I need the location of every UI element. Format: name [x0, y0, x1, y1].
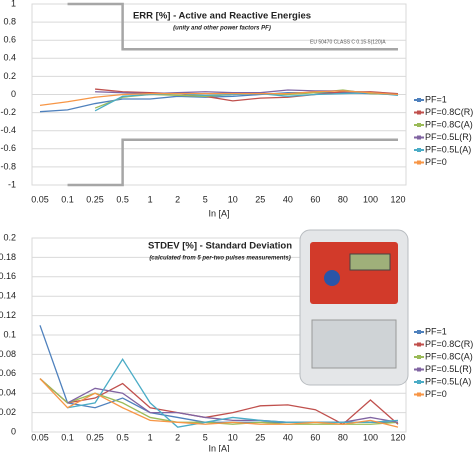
- x-tick-label: 60: [310, 432, 320, 442]
- x-tick-label: 0.25: [86, 194, 104, 204]
- y-tick-label: -0.8: [0, 161, 16, 171]
- x-tick-label: 60: [310, 194, 320, 204]
- y-tick-label: 0.12: [0, 310, 16, 320]
- x-tick-label: 10: [228, 194, 238, 204]
- y-tick-label: 0.16: [0, 271, 16, 281]
- legend-label: PF=1: [425, 94, 447, 104]
- legend-marker: [417, 355, 421, 359]
- x-tick-label: 40: [283, 194, 293, 204]
- legend-label: PF=0.8C(A): [425, 119, 473, 129]
- y-tick-label: -0.6: [0, 143, 16, 153]
- y-tick-label: -0.2: [0, 107, 16, 117]
- legend-marker: [417, 135, 421, 140]
- x-tick-label: 2: [175, 194, 180, 204]
- y-tick-label: 0.14: [0, 291, 16, 301]
- chart-subtitle: (calculated from 5 per-two pulses measur…: [149, 256, 290, 262]
- y-tick-label: -1: [8, 179, 16, 189]
- x-tick-label: 25: [255, 432, 265, 442]
- limit-line: [67, 2, 398, 51]
- y-tick-label: 1: [11, 0, 16, 8]
- chart-subtitle: (unity and other power factors PF): [173, 26, 271, 32]
- x-tick-label: 80: [338, 194, 348, 204]
- legend-marker: [417, 392, 421, 397]
- legend-marker: [417, 98, 421, 102]
- x-tick-label: 0.1: [61, 194, 74, 204]
- x-tick-label: 5: [203, 432, 208, 442]
- y-tick-label: 0.1: [3, 329, 16, 339]
- annotation: EU 50470 CLASS C 0.15-5(120)A: [310, 39, 386, 45]
- x-tick-label: 100: [363, 432, 378, 442]
- meter-board: [310, 242, 398, 304]
- legend-label: PF=1: [425, 326, 447, 336]
- meter-photo: [299, 229, 409, 386]
- x-tick-label: 100: [363, 194, 378, 204]
- x-tick-label: 0.05: [31, 432, 49, 442]
- y-tick-label: 0.2: [3, 71, 16, 81]
- series-line: [39, 378, 399, 428]
- meter-button: [324, 270, 340, 286]
- legend-label: PF=0.8C(A): [425, 351, 473, 361]
- x-tick-label: 2: [175, 432, 180, 442]
- y-tick-label: 0.04: [0, 388, 16, 398]
- x-tick-label: 120: [390, 194, 405, 204]
- series-line: [67, 358, 399, 428]
- x-tick-label: 120: [390, 432, 405, 442]
- limit-line: [67, 138, 398, 187]
- x-tick-label: 0.5: [116, 194, 129, 204]
- legend-marker: [417, 123, 421, 127]
- legend-label: PF=0.8C(R): [425, 107, 473, 117]
- x-tick-label: 0.25: [86, 432, 104, 442]
- legend-label: PF=0: [425, 389, 447, 399]
- series-line: [39, 90, 399, 107]
- legend-marker: [417, 380, 421, 384]
- y-tick-label: 0.06: [0, 368, 16, 378]
- x-tick-label: 10: [228, 432, 238, 442]
- legend-marker: [417, 148, 421, 152]
- meter-lcd: [349, 253, 391, 271]
- x-tick-label: 80: [338, 432, 348, 442]
- y-tick-label: 0.02: [0, 407, 16, 417]
- y-tick-label: 0.6: [3, 35, 16, 45]
- y-tick-label: 0.8: [3, 16, 16, 26]
- y-tick-label: 0.18: [0, 252, 16, 262]
- legend-marker: [417, 342, 421, 347]
- y-tick-label: 0.2: [3, 232, 16, 242]
- x-axis-label: In [A]: [208, 208, 229, 218]
- legend-marker: [417, 160, 421, 165]
- legend-label: PF=0.5L(R): [425, 364, 472, 374]
- x-axis-label: In [A]: [208, 443, 229, 452]
- x-tick-label: 40: [283, 432, 293, 442]
- y-tick-label: -0.4: [0, 125, 16, 135]
- legend-marker: [417, 110, 421, 115]
- x-tick-label: 0.1: [61, 432, 74, 442]
- y-tick-label: 0.08: [0, 349, 16, 359]
- legend-label: PF=0.5L(A): [425, 376, 471, 386]
- legend-marker: [417, 330, 421, 334]
- x-tick-label: 1: [148, 432, 153, 442]
- x-tick-label: 5: [203, 194, 208, 204]
- y-tick-label: 0: [11, 89, 16, 99]
- chart-title: ERR [%] - Active and Reactive Energies: [133, 11, 311, 22]
- y-tick-label: 0: [11, 426, 16, 436]
- legend-marker: [417, 367, 421, 372]
- x-tick-label: 1: [148, 194, 153, 204]
- x-tick-label: 0.05: [31, 194, 49, 204]
- x-tick-label: 25: [255, 194, 265, 204]
- x-tick-label: 0.5: [116, 432, 129, 442]
- y-tick-label: 0.4: [3, 53, 16, 63]
- legend-label: PF=0: [425, 157, 447, 167]
- meter-terminals: [311, 319, 397, 369]
- legend-label: PF=0.8C(R): [425, 339, 473, 349]
- legend-label: PF=0.5L(A): [425, 144, 471, 154]
- chart-title: STDEV [%] - Standard Deviation: [148, 241, 292, 252]
- legend-label: PF=0.5L(R): [425, 132, 472, 142]
